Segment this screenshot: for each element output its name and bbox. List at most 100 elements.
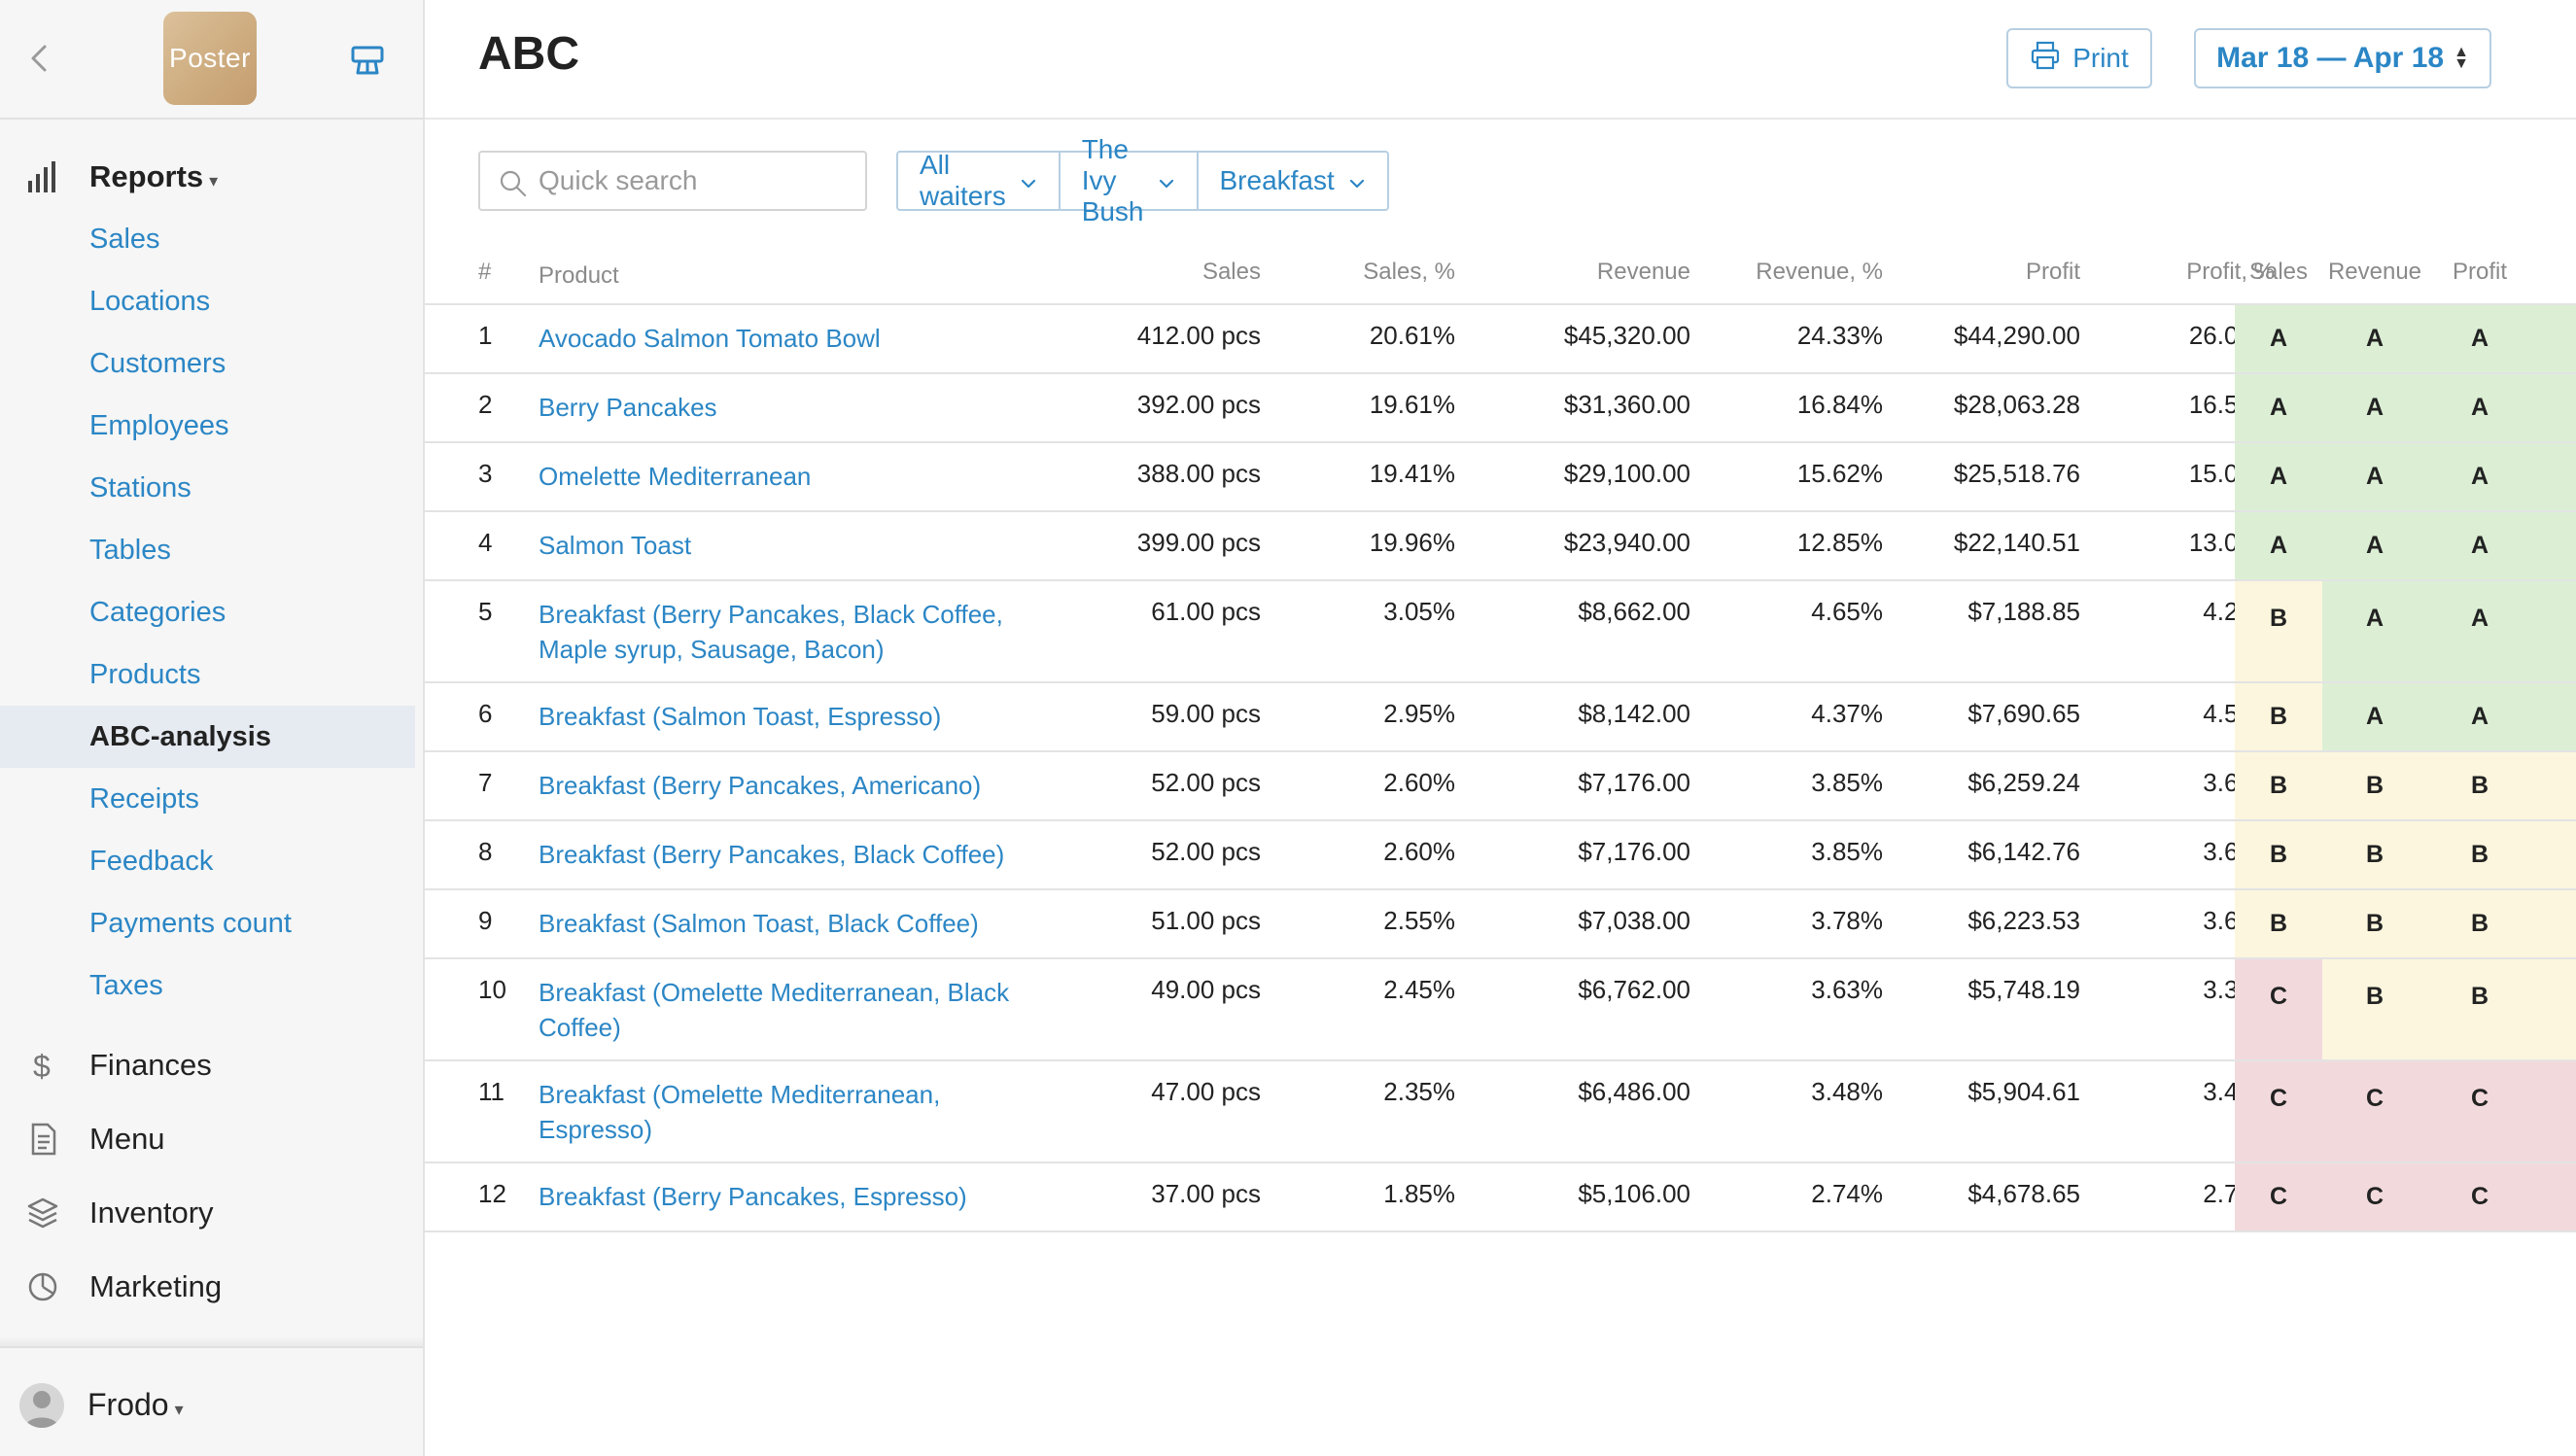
profit-cell: $7,188.85 [1967, 597, 2080, 626]
date-range-picker[interactable]: Mar 18 — Apr 18 ▲ ▼ [2194, 28, 2491, 88]
abc-revenue-badge: B [2322, 821, 2427, 888]
nav-section-reports[interactable]: Reports ▾ [0, 146, 423, 208]
print-button[interactable]: Print [2006, 28, 2152, 88]
search-box [478, 151, 867, 211]
pie-chart-icon [25, 1269, 60, 1304]
table-row[interactable]: 12 Breakfast (Berry Pancakes, Espresso) 37… [425, 1163, 2576, 1232]
sidebar-item-employees[interactable]: Employees [89, 409, 229, 441]
product-link[interactable]: Breakfast (Salmon Toast, Espresso) [539, 702, 942, 731]
col-sales-header[interactable]: Sales [1201, 259, 1261, 285]
nav-section-inventory[interactable]: Inventory [0, 1182, 423, 1244]
sidebar-item-tables[interactable]: Tables [89, 534, 171, 566]
col-abc-sales-header[interactable]: Sales [2248, 259, 2309, 285]
revenue-pct-cell: 4.65% [1811, 597, 1883, 626]
abc-sales-badge: B [2235, 683, 2322, 750]
row-number: 8 [478, 837, 493, 866]
sidebar-item-locations[interactable]: Locations [89, 285, 211, 317]
table-row[interactable]: 10 Breakfast (Omelette Mediterranean, Bla… [425, 959, 2576, 1061]
poster-logo[interactable]: Poster [163, 12, 257, 105]
date-range-label: Mar 18 — Apr 18 [2216, 42, 2445, 74]
profit-cell: $5,748.19 [1967, 975, 2080, 1004]
product-link[interactable]: Breakfast (Omelette Mediterranean, Espre… [539, 1080, 941, 1144]
product-link[interactable]: Breakfast (Berry Pancakes, Espresso) [539, 1182, 967, 1211]
sidebar-item-categories[interactable]: Categories [89, 596, 226, 628]
abc-profit-badge: A [2427, 443, 2576, 510]
row-number: 7 [478, 768, 493, 797]
sales-cell: 61.00 pcs [1151, 597, 1261, 626]
profit-cell: $6,259.24 [1967, 768, 2080, 797]
table-row[interactable]: 4 Salmon Toast 399.00 pcs 19.96% $23,940.00 1… [425, 512, 2576, 581]
abc-profit-badge: C [2427, 1061, 2576, 1161]
abc-revenue-badge: A [2322, 305, 2427, 372]
sidebar-item-products[interactable]: Products [89, 658, 201, 690]
user-menu[interactable]: Frodo ▾ [0, 1346, 423, 1456]
sidebar-item-stations[interactable]: Stations [89, 471, 191, 503]
sales-cell: 412.00 pcs [1136, 321, 1261, 350]
col-abc-profit-header[interactable]: Profit [2452, 259, 2507, 285]
main-content: ABC Print Mar 18 — Apr 18 ▲▼ All waiters… [425, 0, 2576, 1456]
table-row[interactable]: 6 Breakfast (Salmon Toast, Espresso) 59.00… [425, 683, 2576, 752]
revenue-cell: $7,038.00 [1578, 906, 1690, 935]
user-name[interactable]: Frodo ▾ [87, 1387, 184, 1423]
product-link[interactable]: Salmon Toast [539, 531, 692, 560]
nav-section-finances[interactable]: $ Finances [0, 1034, 423, 1096]
product-link[interactable]: Breakfast (Berry Pancakes, Black Coffee,… [539, 600, 1003, 664]
table-row[interactable]: 1 Avocado Salmon Tomato Bowl 412.00 pcs 20.… [425, 305, 2576, 374]
col-abc-revenue-header[interactable]: Revenue [2327, 259, 2422, 285]
chevron-down-icon [1348, 165, 1366, 196]
col-num-header[interactable]: # [478, 259, 492, 285]
sidebar-item-customers[interactable]: Customers [89, 347, 226, 379]
filter-label: All waiters [920, 150, 1006, 211]
sidebar-item-sales[interactable]: Sales [89, 223, 160, 255]
document-icon [25, 1122, 60, 1157]
table-row[interactable]: 9 Breakfast (Salmon Toast, Black Coffee) 5… [425, 890, 2576, 959]
page-title: ABC [478, 28, 579, 80]
nav-section-menu[interactable]: Menu [0, 1108, 423, 1170]
revenue-pct-cell: 4.37% [1811, 699, 1883, 728]
col-product-header[interactable]: Product [539, 262, 619, 289]
table-row[interactable]: 2 Berry Pancakes 392.00 pcs 19.61% $31,360.0… [425, 374, 2576, 443]
table-row[interactable]: 11 Breakfast (Omelette Mediterranean, Esp… [425, 1061, 2576, 1163]
abc-sales-badge: B [2235, 890, 2322, 957]
col-revenue-header[interactable]: Revenue [1596, 259, 1690, 285]
filter-dropdown-the-ivy-bush[interactable]: The Ivy Bush [1061, 134, 1199, 226]
pos-terminal-icon[interactable] [348, 41, 387, 80]
sidebar-nav: Reports ▾ Sales Locations Customers Employee… [0, 146, 423, 1318]
sidebar-item-abc-analysis[interactable]: ABC-analysis [0, 706, 415, 768]
sidebar-item-payments-count[interactable]: Payments count [89, 907, 292, 939]
revenue-cell: $31,360.00 [1563, 390, 1690, 419]
table-row[interactable]: 5 Breakfast (Berry Pancakes, Black Coffee… [425, 581, 2576, 683]
row-number: 3 [478, 459, 493, 488]
product-link[interactable]: Berry Pancakes [539, 393, 717, 422]
search-input[interactable] [539, 153, 859, 209]
nav-section-marketing[interactable]: Marketing [0, 1256, 423, 1318]
sidebar-item-taxes[interactable]: Taxes [89, 969, 163, 1001]
product-link[interactable]: Omelette Mediterranean [539, 462, 812, 491]
abc-revenue-badge: A [2322, 374, 2427, 441]
table-row[interactable]: 7 Breakfast (Berry Pancakes, Americano) 52… [425, 752, 2576, 821]
row-number: 10 [478, 975, 506, 1004]
product-link[interactable]: Breakfast (Salmon Toast, Black Coffee) [539, 909, 979, 938]
back-icon[interactable] [25, 39, 54, 78]
filter-dropdown-breakfast[interactable]: Breakfast [1199, 153, 1387, 209]
sidebar-item-feedback[interactable]: Feedback [89, 845, 214, 877]
sidebar-item-receipts[interactable]: Receipts [89, 782, 199, 815]
product-link[interactable]: Breakfast (Berry Pancakes, Black Coffee) [539, 840, 1005, 869]
product-link[interactable]: Avocado Salmon Tomato Bowl [539, 324, 881, 353]
col-sales-pct-header[interactable]: Sales, % [1363, 259, 1455, 285]
search-icon [498, 168, 529, 199]
col-profit-pct-header[interactable]: Profit, % [2186, 259, 2275, 285]
sales-cell: 52.00 pcs [1151, 768, 1261, 797]
marketing-label: Marketing [89, 1269, 223, 1303]
table-row[interactable]: 3 Omelette Mediterranean 388.00 pcs 19.41% $… [425, 443, 2576, 512]
product-link[interactable]: Breakfast (Berry Pancakes, Americano) [539, 771, 982, 800]
product-link[interactable]: Breakfast (Omelette Mediterranean, Black… [539, 978, 1010, 1042]
revenue-cell: $8,662.00 [1578, 597, 1690, 626]
avatar[interactable] [19, 1383, 64, 1428]
profit-cell: $22,140.51 [1953, 528, 2080, 557]
table-row[interactable]: 8 Breakfast (Berry Pancakes, Black Coffee… [425, 821, 2576, 890]
sales-pct-cell: 2.95% [1383, 699, 1455, 728]
col-revenue-pct-header[interactable]: Revenue, % [1756, 259, 1883, 285]
col-profit-header[interactable]: Profit [2025, 259, 2080, 285]
filter-dropdown-all-waiters[interactable]: All waiters [898, 150, 1061, 211]
